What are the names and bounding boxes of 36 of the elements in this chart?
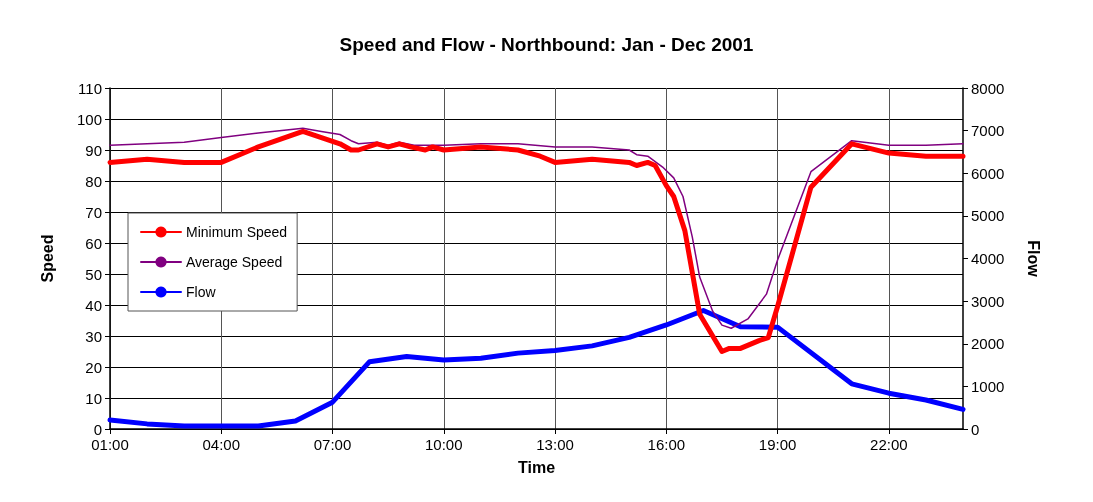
y2-tick-label: 4000 [971,250,1005,267]
x-tick-label: 13:00 [536,436,574,453]
y-tick-label: 20 [85,358,102,376]
y-tick-label: 40 [85,296,102,314]
y2-tick-label: 5000 [971,207,1005,225]
y2-tick-label: 3000 [971,292,1005,310]
y-tick-label: 0 [93,420,102,438]
y-tick-label: 90 [85,141,102,159]
chart-title: Speed and Flow - Northbound: Jan - Dec 2001 [339,34,754,55]
y-tick-label: 30 [85,327,102,345]
x-tick-label: 16:00 [647,436,686,453]
x-axis-title: Time [517,458,556,476]
x-tick-label: 01:00 [91,436,129,453]
y2-tick-label: 7000 [971,122,1005,140]
y2-axis-title: Flow [1024,240,1042,278]
y-tick-label: 70 [85,203,102,221]
y2-tick-label: 1000 [971,377,1005,395]
legend-label: Minimum Speed [186,224,288,240]
y-tick-label: 60 [85,234,102,252]
x-tick-label: 10:00 [425,436,463,453]
x-tick-label: 07:00 [313,436,352,453]
y-tick-label: 100 [76,110,102,128]
legend-label: Flow [186,284,217,300]
y2-tick-label: 0 [971,420,980,438]
y2-tick-label: 6000 [971,164,1005,182]
legend-label: Average Speed [186,254,283,270]
y-tick-label: 80 [85,172,102,190]
y-axis-title: Speed [38,234,56,283]
x-tick-label: 22:00 [870,436,908,453]
y2-tick-label: 8000 [971,79,1005,97]
y-tick-label: 110 [78,79,102,97]
x-tick-label: 04:00 [202,436,241,453]
y-tick-label: 10 [85,389,102,407]
x-tick-label: 19:00 [758,436,797,453]
y2-tick-label: 2000 [971,335,1005,353]
y-tick-label: 50 [85,265,102,283]
